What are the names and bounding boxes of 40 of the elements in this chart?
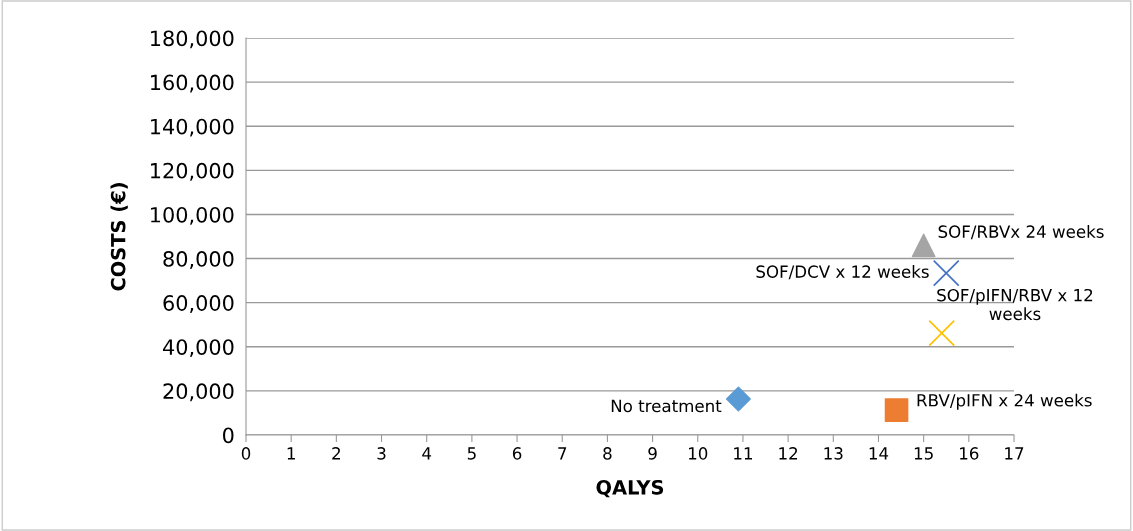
x-tick-label: 9 (648, 447, 657, 460)
x-axis-title: QALYS (596, 479, 664, 498)
x-tick-label: 8 (603, 447, 612, 460)
point (884, 398, 909, 422)
series-label: SOF/RBVx 24 weeks (938, 225, 1104, 240)
y-tick-label: 180,000 (151, 30, 234, 49)
point (928, 319, 956, 347)
point (932, 259, 960, 287)
x-tick-label: 3 (377, 447, 386, 460)
y-tick-label: 120,000 (151, 162, 234, 181)
series-label: SOF/DCV x 12 weeks (756, 265, 929, 280)
point (725, 386, 751, 412)
series-label: SOF/pIFN/RBV x 12 weeks (937, 288, 1093, 321)
point (911, 233, 936, 258)
y-tick-label: 160,000 (151, 74, 234, 93)
x-tick-label: 10 (688, 447, 708, 460)
y-tick-label: 0 (223, 427, 234, 444)
series-label: RBV/pIFN x 24 weeks (917, 393, 1092, 410)
y-tick-label: 60,000 (163, 295, 234, 313)
x-tick-label: 5 (467, 447, 476, 460)
series-label: No treatment (611, 399, 722, 413)
x-tick-label: 6 (512, 447, 522, 460)
x-tick-label: 16 (960, 447, 979, 460)
x-tick-label: 1 (287, 447, 295, 460)
x-tick-label: 11 (734, 447, 753, 460)
x-tick-label: 17 (1005, 447, 1024, 460)
y-tick-label: 80,000 (163, 251, 234, 269)
x-tick-label: 14 (869, 447, 889, 460)
y-tick-label: 140,000 (151, 118, 234, 137)
x-tick-label: 4 (422, 447, 432, 460)
y-tick-label: 20,000 (163, 383, 234, 402)
x-tick-label: 0 (241, 447, 251, 460)
y-tick-label: 100,000 (151, 206, 234, 225)
x-tick-label: 12 (779, 447, 798, 460)
x-tick-label: 7 (558, 447, 567, 460)
x-tick-label: 13 (824, 447, 843, 460)
y-axis-title: COSTS (€) (110, 183, 128, 291)
x-tick-label: 15 (914, 447, 933, 460)
y-tick-label: 40,000 (163, 339, 234, 358)
x-tick-label: 2 (332, 447, 340, 460)
